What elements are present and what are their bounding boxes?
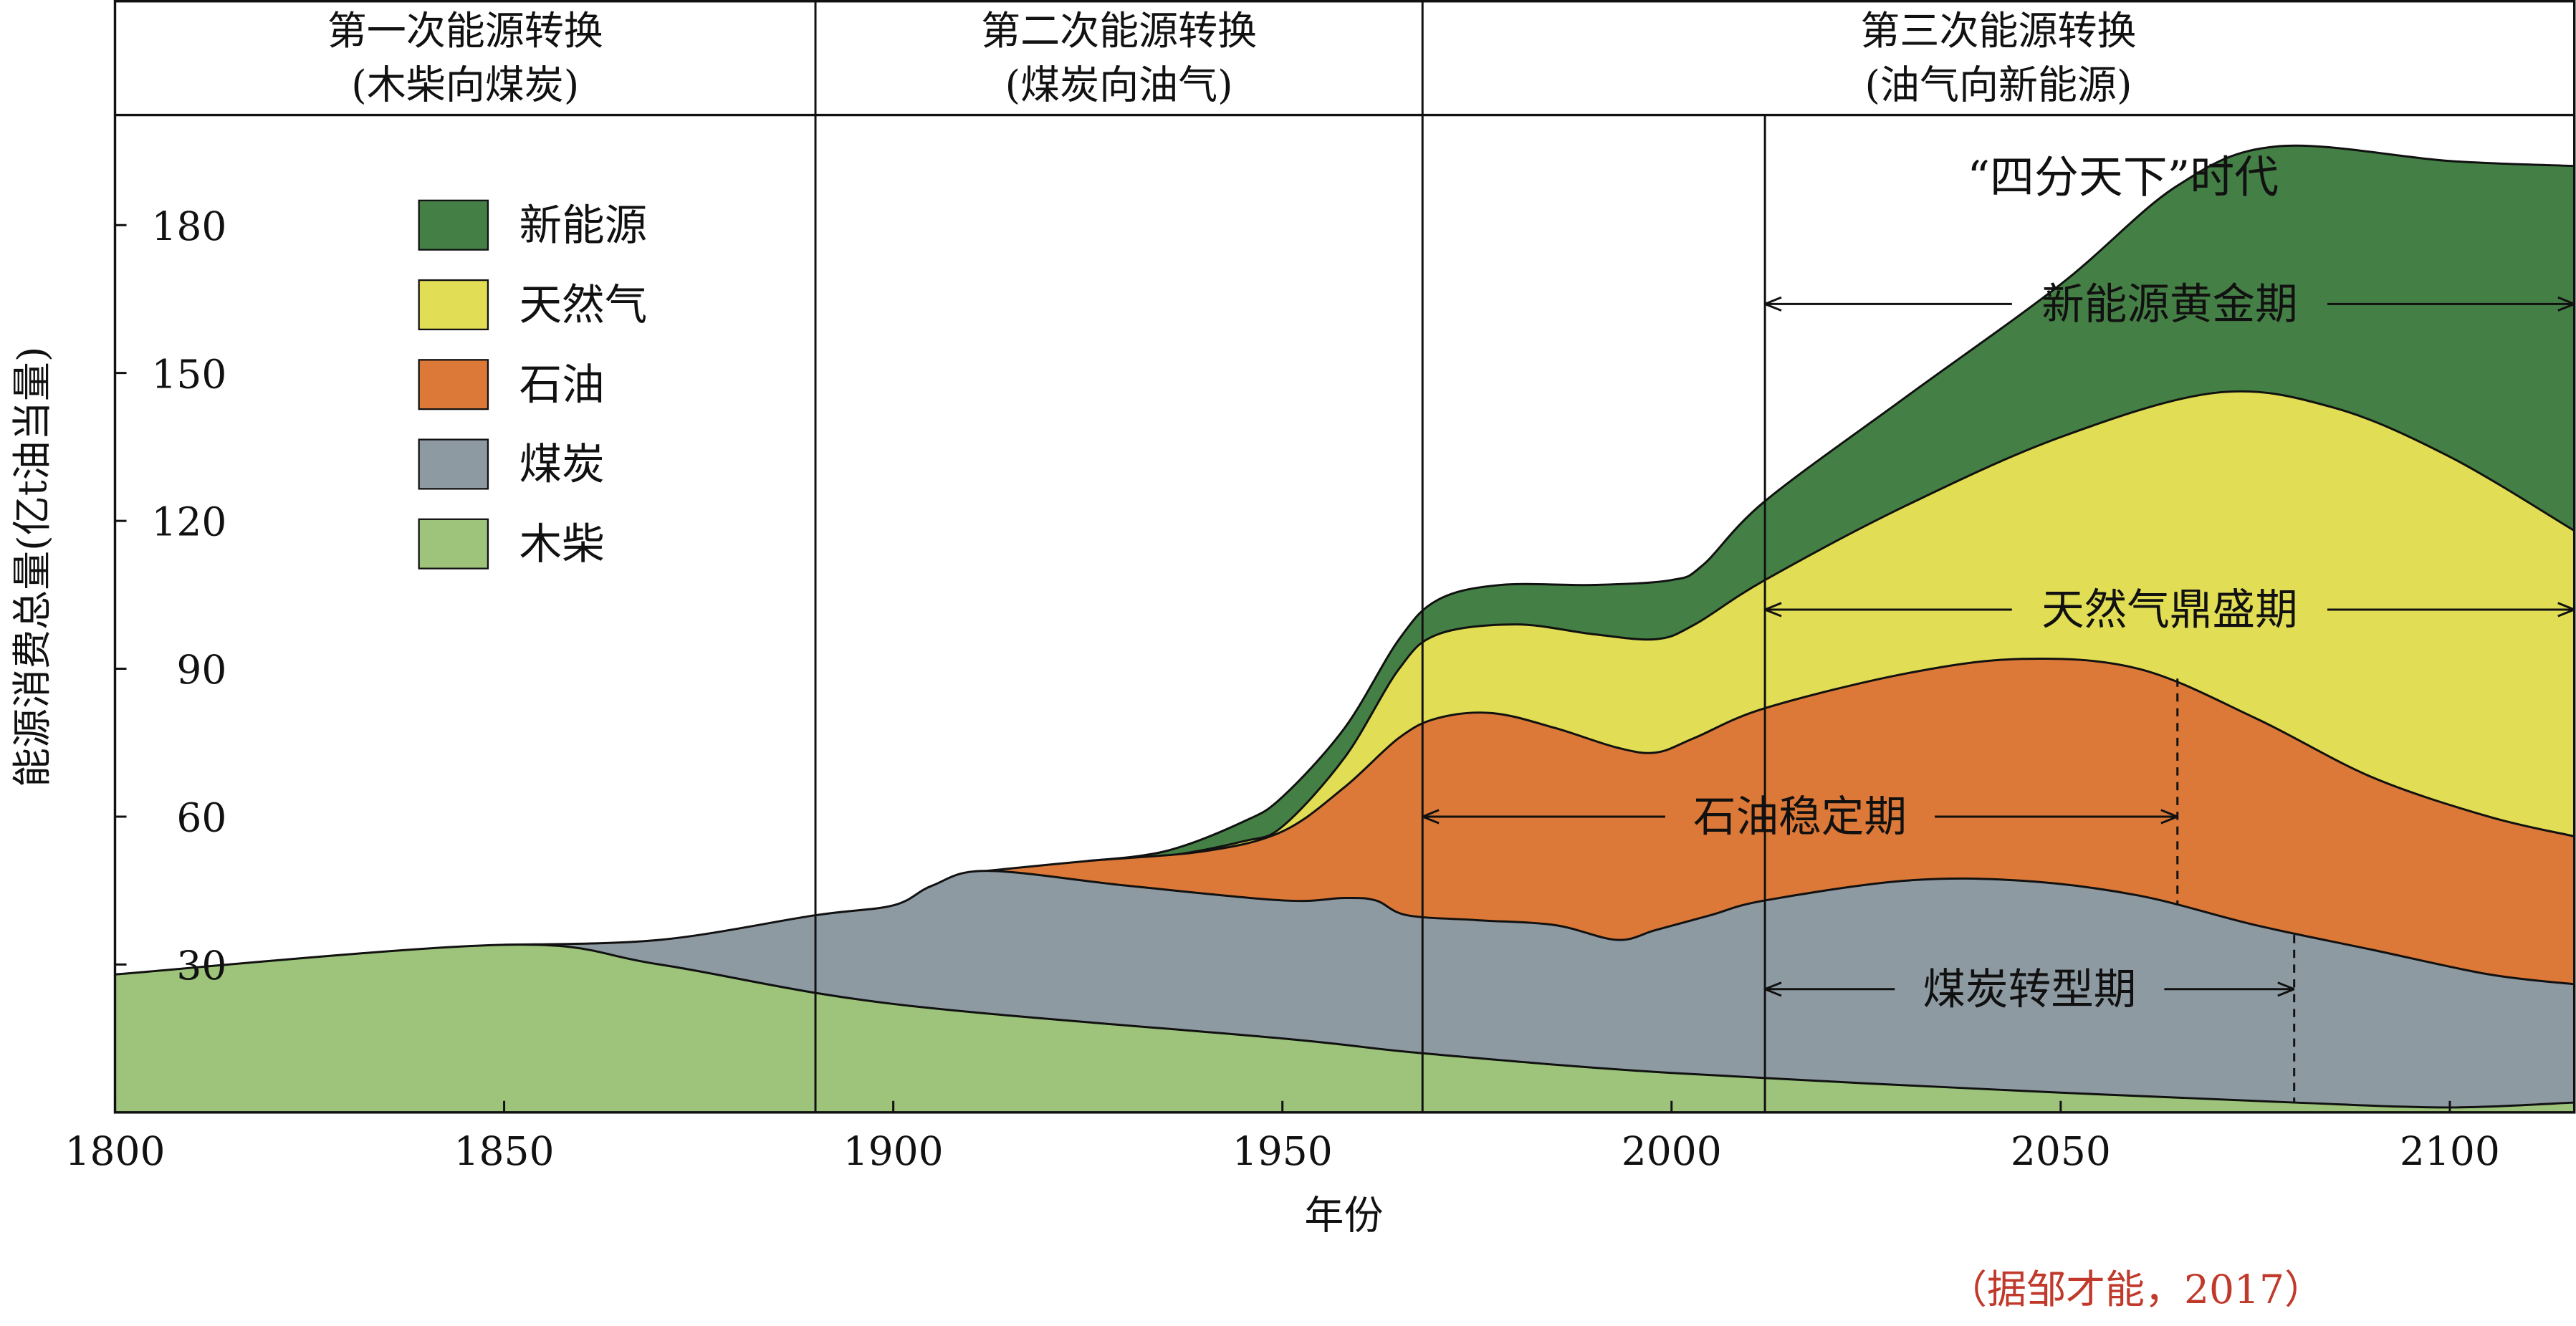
arrow-head-icon (1764, 981, 1782, 997)
legend-swatch (418, 438, 489, 490)
y-tick-label: 120 (151, 499, 226, 545)
period-subtitle: (木柴向煤炭) (351, 62, 579, 108)
y-tick-label: 90 (176, 647, 226, 693)
legend-label: 天然气 (519, 281, 648, 330)
plot-border (113, 0, 2576, 1114)
x-tick-label: 1850 (454, 1128, 555, 1174)
boundary-木柴 (115, 943, 2575, 1109)
x-tick-label: 2050 (2011, 1128, 2111, 1174)
period-title: 第三次能源转换 (1860, 8, 2136, 54)
boundary-石油 (986, 657, 2575, 873)
period-headers: 第一次能源转换 (木柴向煤炭) 第二次能源转换 (煤炭向油气) 第三次能源转换 (油气向新… (327, 8, 2137, 108)
boundary-天然气 (1088, 390, 2575, 863)
x-tick-label: 2100 (2400, 1128, 2500, 1174)
y-tick-label: 150 (151, 351, 226, 397)
axes: 1800 1850 1900 1950 2000 2050 2100 30 60 90 120 150… (64, 203, 2499, 1174)
annotation-label: 煤炭转型期 (1923, 965, 2136, 1014)
x-tick-label: 1950 (1232, 1128, 1333, 1174)
y-tick-label: 30 (176, 943, 226, 989)
period-subtitle: (煤炭向油气) (1005, 62, 1233, 108)
legend-label: 煤炭 (519, 441, 605, 490)
period-title: 第一次能源转换 (327, 8, 603, 54)
plot-frame (113, 0, 2576, 1114)
legend-swatch (418, 518, 489, 570)
arrow-head-icon (1764, 602, 1782, 618)
annotation-label: 天然气鼎盛期 (2041, 586, 2298, 635)
legend-swatch (418, 279, 489, 331)
y-axis-label: 能源消费总量(亿t油当量) (9, 347, 55, 787)
period-title: 第二次能源转换 (981, 8, 1257, 54)
arrow-head-icon (1764, 296, 1782, 312)
legend-swatch (418, 359, 489, 410)
x-tick-label: 1900 (843, 1128, 944, 1174)
arrow-head-icon (2557, 296, 2575, 312)
boundary-新能源 (1087, 144, 2575, 863)
arrow-head-icon (2160, 809, 2178, 825)
arrow-head-icon (2557, 602, 2575, 618)
area-木柴 (115, 944, 2575, 1113)
annotation-label: 新能源黄金期 (2041, 280, 2298, 330)
x-axis-label: 年份 (1304, 1193, 1383, 1239)
x-tick-label: 1800 (64, 1128, 165, 1174)
y-tick-label: 180 (151, 203, 226, 249)
x-tick-label: 2000 (1622, 1128, 1722, 1174)
period-subtitle: (油气向新能源) (1864, 62, 2132, 108)
arrow-head-icon (1422, 809, 1440, 825)
legend-swatch (418, 199, 489, 251)
legend-label: 石油 (519, 360, 605, 410)
legend-label: 新能源 (519, 201, 648, 251)
legend-label: 木柴 (519, 520, 605, 570)
source-note: （据邹才能，2017） (1948, 1267, 2324, 1312)
arrow-head-icon (2277, 981, 2295, 997)
y-tick-label: 60 (176, 795, 226, 841)
annotation-label: “四分天下”时代 (1967, 151, 2279, 203)
boundary-煤炭 (504, 870, 2575, 986)
annotation-label: 石油稳定期 (1693, 793, 1907, 842)
